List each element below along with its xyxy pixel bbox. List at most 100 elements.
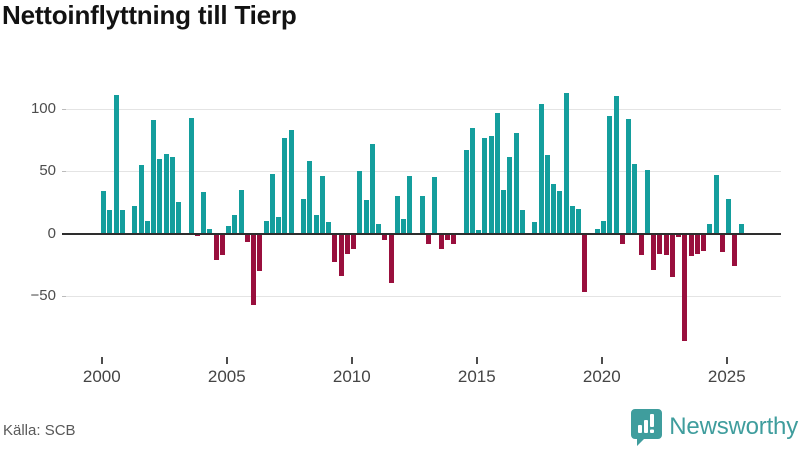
bar-2009Q1 (326, 222, 332, 234)
bar-2021Q3 (638, 233, 644, 255)
bar-2010Q4 (369, 143, 375, 234)
bar-2006Q3 (263, 221, 269, 234)
bar-2003Q3 (188, 117, 194, 234)
x-axis-label-2020: 2020 (582, 367, 621, 386)
bar-2021Q4 (644, 169, 650, 234)
x-axis-tick-2015 (475, 357, 478, 364)
bar-2019Q2 (582, 233, 588, 293)
bar-2023Q4 (694, 233, 700, 254)
bar-2024Q1 (701, 233, 707, 251)
bar-2006Q2 (257, 233, 263, 271)
bar-2010Q2 (357, 171, 363, 234)
bar-2016Q2 (507, 157, 513, 234)
newsworthy-badge-icon (631, 408, 663, 446)
bar-2001Q4 (144, 221, 150, 234)
bar-2017Q3 (538, 103, 544, 234)
bar-2002Q1 (151, 120, 157, 234)
bar-2013Q1 (426, 233, 432, 244)
bar-2022Q1 (651, 233, 657, 270)
bar-2004Q1 (201, 192, 207, 234)
bar-2011Q1 (376, 223, 382, 234)
bar-2022Q3 (663, 233, 669, 255)
y-axis-label--50: −50 (30, 286, 56, 304)
bar-2016Q3 (513, 132, 519, 234)
bar-2023Q2 (682, 233, 688, 341)
bar-2001Q3 (138, 164, 144, 234)
chart-title: Nettoinflyttning till Tierp (2, 0, 297, 30)
x-axis-tick-2005 (225, 357, 228, 364)
bar-2018Q1 (551, 183, 557, 234)
y-axis-label-50: 50 (39, 162, 56, 180)
bar-2025Q2 (732, 233, 738, 266)
bar-2015Q2 (482, 137, 488, 234)
bar-2021Q1 (626, 118, 632, 234)
x-axis-label-2015: 2015 (457, 367, 496, 386)
bar-2009Q4 (344, 233, 350, 254)
bar-2013Q3 (438, 233, 444, 249)
source-caption: Källa: SCB (3, 422, 76, 439)
bar-2024Q2 (707, 223, 713, 234)
bar-2012Q4 (419, 196, 425, 234)
bar-2016Q1 (501, 189, 507, 234)
bar-2017Q4 (544, 154, 550, 234)
bar-2004Q2 (207, 228, 213, 234)
bar-2014Q1 (451, 233, 457, 244)
x-axis-label-2010: 2010 (332, 367, 371, 386)
bar-2003Q4 (194, 233, 200, 236)
bar-2011Q4 (394, 196, 400, 234)
bar-2014Q3 (463, 150, 469, 234)
bar-2008Q4 (319, 176, 325, 234)
y-axis-label-0: 0 (47, 224, 56, 242)
x-axis-tick-2000 (100, 357, 103, 364)
bar-2010Q3 (363, 199, 369, 234)
bar-2024Q4 (719, 233, 725, 253)
bar-2018Q4 (569, 206, 575, 234)
bar-2020Q2 (607, 116, 613, 234)
bar-2009Q2 (332, 233, 338, 263)
bar-2000Q2 (107, 209, 113, 234)
bar-2000Q3 (113, 95, 119, 234)
x-axis-label-2005: 2005 (207, 367, 246, 386)
bar-2020Q1 (601, 221, 607, 234)
bar-2005Q4 (244, 233, 250, 243)
bar-2006Q1 (251, 233, 257, 305)
bar-2017Q2 (532, 222, 538, 234)
bar-2008Q1 (301, 198, 307, 234)
bar-2013Q2 (432, 177, 438, 234)
bar-2019Q4 (594, 228, 600, 234)
bar-2009Q3 (338, 233, 344, 276)
bar-2010Q1 (351, 233, 357, 249)
bar-2023Q3 (688, 233, 694, 256)
bar-2018Q3 (563, 92, 569, 234)
x-axis-label-2025: 2025 (707, 367, 746, 386)
x-axis-tick-2020 (600, 357, 603, 364)
bar-2013Q4 (444, 233, 450, 240)
zero-axis-line (62, 232, 781, 235)
bar-2004Q3 (213, 233, 219, 260)
bar-2024Q3 (713, 174, 719, 234)
gridline--50 (62, 295, 781, 297)
bar-2020Q4 (619, 233, 625, 244)
bar-2012Q2 (407, 176, 413, 234)
bar-2023Q1 (676, 233, 682, 238)
bar-2000Q4 (119, 209, 125, 234)
bar-2014Q4 (469, 127, 475, 234)
bar-2011Q2 (382, 233, 388, 240)
x-axis-tick-2010 (350, 357, 353, 364)
bar-2007Q3 (288, 130, 294, 234)
bar-2015Q1 (476, 229, 482, 234)
bar-2005Q2 (232, 214, 238, 234)
bar-2025Q3 (738, 223, 744, 234)
bar-2012Q1 (401, 218, 407, 234)
bar-2007Q2 (282, 137, 288, 234)
bar-2015Q4 (494, 112, 500, 234)
y-axis-tick-50 (62, 171, 66, 173)
bar-2002Q4 (169, 157, 175, 234)
bar-2022Q2 (657, 233, 663, 254)
bar-2001Q2 (132, 206, 138, 234)
bar-2015Q3 (488, 136, 494, 234)
gridline-100 (62, 108, 781, 110)
brand-name: Newsworthy (669, 413, 798, 440)
brand-lockup: Newsworthy (631, 408, 798, 446)
